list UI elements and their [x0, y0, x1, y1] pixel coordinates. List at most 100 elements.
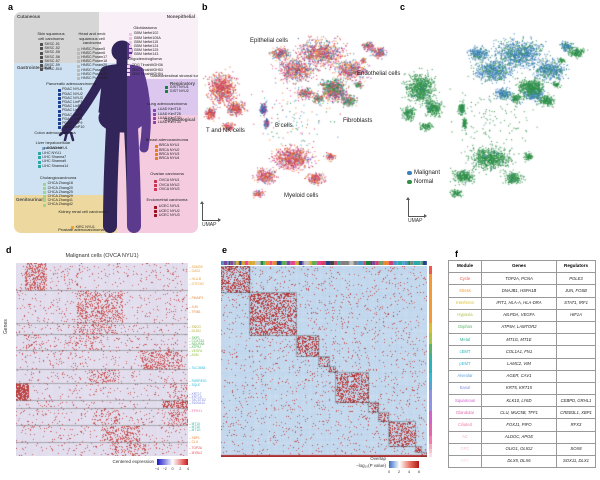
sample-label: ODG TiroshMGH53: [131, 67, 163, 72]
sample-color-swatch: [154, 188, 158, 192]
sample-group-title: Head and neck squamous cell carcinoma: [78, 31, 106, 46]
table-row: Interferon IFIT1, HLA-A, HLA-DRA STAT1, IR…: [448, 296, 596, 310]
sample-group-title: Lung adenocarcinoma: [147, 101, 187, 106]
panel-label-d: d: [6, 245, 12, 255]
sample-label: PDAC LinP5: [62, 108, 83, 113]
regulators-cell: CREB3L1, XBP1: [556, 406, 596, 420]
sample-label: ODG TiroshMGH54: [131, 71, 163, 76]
sample-color-swatch: [40, 55, 44, 59]
sample-color-swatch: [129, 53, 133, 57]
sample-label: PDAC LinP6: [62, 112, 83, 117]
sample-color-swatch: [40, 60, 44, 64]
table-header-regulators: Regulators: [556, 259, 596, 274]
module-sidebar-segment: [428, 424, 432, 436]
table-row: Stress DNAJB1, HSPA1B JUN, FOSB: [448, 284, 596, 298]
sample-label: HNSC Puram5: [81, 46, 106, 51]
gene-label: ‒ ATP5J: [189, 344, 201, 349]
overlap-heatmap-canvas: [221, 266, 427, 457]
module-sidebar-segment: [428, 435, 432, 444]
sample-group-title: Ovarian carcinoma: [150, 171, 184, 176]
sample-label: BRCA NYU3: [159, 151, 180, 156]
sample-item: LIHC Sharma14: [37, 164, 68, 168]
sample-list: BRCA NYU1 BRCA NYU2 BRCA NYU3 BRCA NYU4: [154, 144, 180, 161]
sample-color-swatch: [71, 226, 75, 230]
genes-cell: TOP2A, PCNA: [481, 272, 557, 286]
sample-item: PDAC LinP9: [57, 121, 85, 126]
sample-label: KIRC NYU1: [75, 224, 95, 229]
sample-item: BRCA NYU1: [154, 144, 179, 148]
regulators-cell: [556, 357, 596, 371]
sample-color-swatch: [76, 56, 80, 60]
sample-item: CHCA Zhang18: [43, 182, 73, 186]
sample-item: LUAD KimT25: [153, 112, 181, 116]
table-row: Ciliated FOXJ1, PIFO RFX3: [448, 418, 596, 432]
gene-label: ‒ NDUFA8: [189, 341, 205, 346]
sample-label: HNSC Puram26: [81, 75, 108, 80]
genes-cell: LAMC2, VIM: [481, 357, 557, 371]
regulators-cell: POLE3: [556, 272, 596, 286]
module-cell: pEMT: [448, 357, 482, 371]
umap-axes-b: UMAP: [200, 201, 228, 230]
sample-color-swatch: [43, 182, 47, 186]
sample-group: Cholangiocarcinoma CHCA Zhang18 CHCA Zhang…: [32, 175, 84, 212]
gene-label: ‒ RARRES1: [189, 378, 207, 383]
sample-group: Colon adenocarcinoma COAD NYU1: [28, 130, 82, 155]
expression-heatmap-canvas: [16, 263, 188, 456]
sample-color-swatch: [129, 36, 133, 40]
sample-label: PDAC LinP8: [62, 116, 83, 121]
sample-group-title: Colon adenocarcinoma: [34, 130, 76, 135]
sample-item: UCEC NYU2: [154, 209, 180, 213]
sample-list: GBM Neftel102 GBM Neftel105A GBM Neftel115…: [129, 32, 161, 57]
sample-color-swatch: [127, 68, 131, 72]
sample-item: CHCA Zhang42: [43, 203, 73, 207]
legend-label-malignant: Malignant: [414, 170, 441, 176]
umap-axis-label-c: UMAP: [408, 218, 423, 224]
table-row: OPC OLIG1, OLIG2 SOX8: [448, 442, 596, 457]
sample-label: HNSC Puram20: [81, 63, 108, 68]
sample-group: Skin squamous cell carcinoma SKSC Ji1 SKSC…: [30, 31, 72, 76]
regulators-cell: [556, 320, 596, 335]
colorbar-d-label: Centered expression: [112, 459, 154, 464]
sample-label: OVCA NYU3: [158, 186, 180, 191]
sample-item: HNSC Puram17: [76, 55, 107, 60]
table-row: Hypoxia HILPDA, VEGFA HIF1A: [448, 308, 596, 322]
gene-label: ‒ GTF2H2: [189, 281, 204, 286]
sample-color-swatch: [37, 152, 41, 156]
table-row: Metal MT1G, MT1E: [448, 333, 596, 347]
sample-color-swatch: [154, 157, 158, 161]
sample-item: ODG TiroshMGH36: [127, 64, 163, 68]
regulators-cell: CEBPD, GRHL1: [556, 394, 596, 408]
sample-color-swatch: [76, 77, 80, 81]
module-sidebar-segment: [428, 273, 432, 324]
sample-label: LUAD KimT18: [157, 107, 181, 112]
module-sidebar-segment: [428, 390, 432, 412]
sample-color-swatch: [40, 68, 44, 72]
panel-label-c: c: [400, 2, 406, 12]
sample-group-title: Cholangiocarcinoma: [39, 175, 77, 180]
genes-cell: KLK10, LY6D: [481, 394, 557, 408]
module-table: Module Genes Regulators Cycle TOP2A, PCNA…: [448, 259, 596, 469]
cluster-label-myeloid: Myeloid cells: [284, 193, 319, 199]
genes-cell: DLX5, DLX6: [481, 454, 557, 469]
sample-color-swatch: [127, 64, 131, 68]
gene-label: ‒ MYBL2: [189, 450, 203, 455]
sample-label: HNSC Puram6: [81, 50, 106, 55]
panel-label-b: b: [202, 2, 208, 12]
sample-label: PDAC NYU3: [62, 95, 83, 100]
column-annotation-bar: [221, 261, 427, 265]
genes-cell: DNAJB1, HSPA1B: [481, 284, 557, 298]
sample-item: ODG TiroshMGH54: [127, 71, 163, 77]
table-header-row: Module Genes Regulators: [448, 259, 596, 274]
sample-label: HNSC Puram22: [81, 67, 108, 72]
sample-item: CHCA Zhang20: [43, 186, 73, 190]
sample-group-title: Oligodendroglioma: [128, 56, 162, 61]
gene-label: ‒ SNCG: [189, 324, 201, 329]
sample-item: PDAC LinP6: [57, 112, 85, 117]
legend-dot-malignant: [407, 170, 412, 176]
gene-label: ‒ JUN: [189, 304, 198, 309]
sample-label: SKSC Ji6: [44, 54, 60, 59]
sample-color-swatch: [129, 45, 133, 49]
sample-label: GBM Neftel115: [133, 39, 159, 44]
sample-color-swatch: [154, 153, 158, 157]
sample-item: PDAC NYU3: [57, 95, 85, 101]
